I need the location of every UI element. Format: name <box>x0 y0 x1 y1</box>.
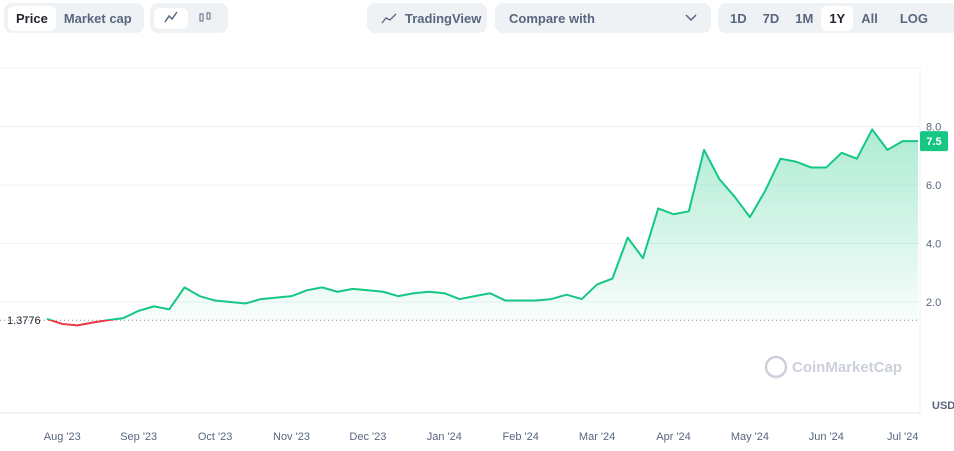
watermark-text: CoinMarketCap <box>792 359 902 376</box>
x-tick-label: Jan '24 <box>427 431 462 443</box>
range-tab[interactable]: All <box>861 10 878 26</box>
x-tick-label: May '24 <box>731 431 769 443</box>
line-icon[interactable] <box>154 7 188 29</box>
compare-select[interactable]: Compare with <box>495 3 711 33</box>
label: TradingView <box>405 10 482 26</box>
y-tick-label: 4.0 <box>926 239 941 251</box>
x-tick-label: Dec '23 <box>349 431 386 443</box>
x-tick-label: Aug '23 <box>44 431 81 443</box>
baseline-label: 1.3776 <box>7 315 41 327</box>
y-tick-label: 6.0 <box>926 180 941 192</box>
tradingview-btn[interactable]: TradingView <box>367 3 487 33</box>
tab[interactable]: Market cap <box>63 10 132 26</box>
x-tick-label: Jul '24 <box>887 431 918 443</box>
range-tab[interactable]: 1Y <box>821 5 854 31</box>
range-tab[interactable]: LOG <box>899 10 929 26</box>
x-tick-label: Mar '24 <box>579 431 615 443</box>
area <box>47 129 918 321</box>
chart-style <box>150 3 228 33</box>
x-tick-label: Jun '24 <box>809 431 844 443</box>
currency: USD <box>932 400 954 412</box>
tab[interactable]: Price <box>8 5 56 31</box>
last-price-box <box>920 131 948 152</box>
watermark: CoinMarketCap <box>764 355 902 379</box>
range-tab[interactable]: 1D <box>730 10 747 26</box>
price-tabs: Price Market cap <box>4 3 144 33</box>
range-tabs: 1D 7D 1M 1Y All LOG <box>718 3 954 33</box>
x-tick-label: Apr '24 <box>656 431 691 443</box>
label: Compare with <box>509 10 595 26</box>
x-tick-label: Nov '23 <box>273 431 310 443</box>
last-price-label: 7.5 <box>926 136 941 148</box>
x-tick-label: Feb '24 <box>503 431 539 443</box>
range-tab[interactable]: 1M <box>795 10 814 26</box>
x-tick-label: Sep '23 <box>120 431 157 443</box>
price-line <box>46 128 918 327</box>
x-tick-label: Oct '23 <box>198 431 233 443</box>
y-tick-label: 8.0 <box>926 122 941 134</box>
candle-icon[interactable] <box>188 8 222 29</box>
y-tick-label: 2.0 <box>926 297 941 309</box>
range-tab[interactable]: 7D <box>762 10 780 26</box>
